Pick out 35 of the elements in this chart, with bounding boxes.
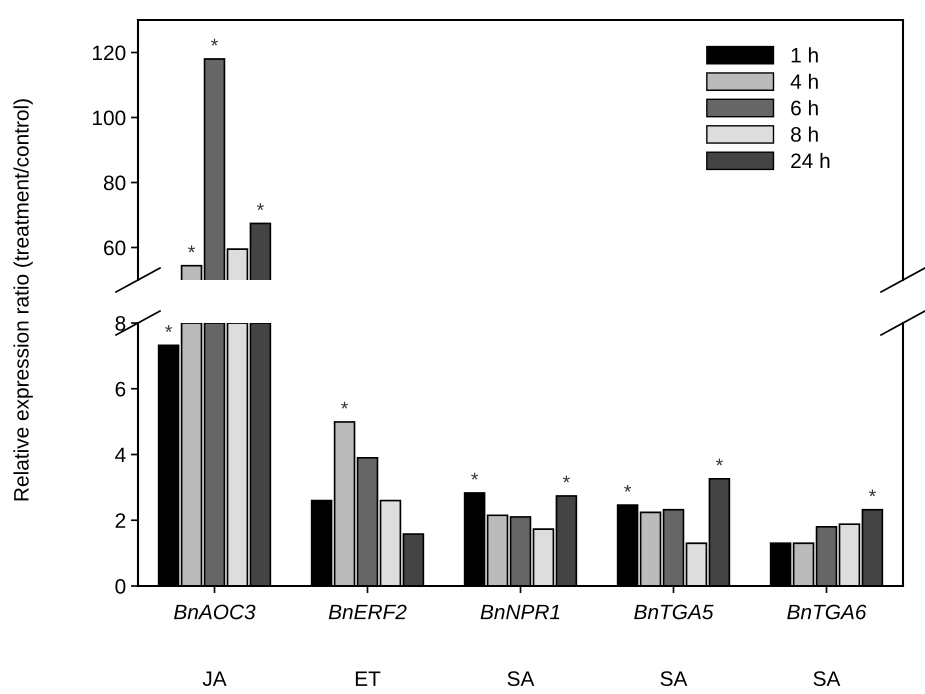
x-tick-label: BnTGA5 [634,604,714,620]
y-tick-label: 6 [116,382,126,397]
y-tick-label: 120 [93,46,126,60]
data-label: * [716,458,723,466]
text: JA [202,672,227,686]
y-axis-title: Relative expression ratio (treatment/control) [13,99,33,500]
data-label: * [471,472,478,480]
y-tick-label: 0 [115,579,126,594]
y-tick-label: 4 [115,448,126,462]
text: ET [356,672,380,686]
y-tick-label: 60 [104,240,126,256]
legend-label: 4 h [790,74,818,89]
data-label: * [188,246,196,252]
data-label: * [341,402,348,409]
x-tick-label: BnNPR1 [480,604,560,620]
text: SA [660,671,688,686]
y-tick-label: 100 [93,110,126,126]
data-label: * [868,490,876,496]
data-label: * [624,484,632,492]
legend-label: 1 h [792,47,818,62]
legend-label: 8 h [791,126,818,142]
y-tick-label: 2 [116,513,126,528]
data-label: * [211,38,218,46]
data-label: * [165,325,172,332]
legend-label: 24 h [791,152,830,168]
x-tick-label: BnTGA6 [787,604,866,620]
text: SA [508,671,534,686]
x-tick-label: BnERF2 [328,604,407,620]
data-label: * [256,203,264,210]
x-tick-label: BnAOC3 [174,604,256,620]
legend-label: 6 h [791,100,818,116]
data-label: * [562,476,570,483]
y-tick-label: 8 [116,316,126,331]
text: SA [814,671,840,686]
y-tick-label: 80 [104,176,126,190]
